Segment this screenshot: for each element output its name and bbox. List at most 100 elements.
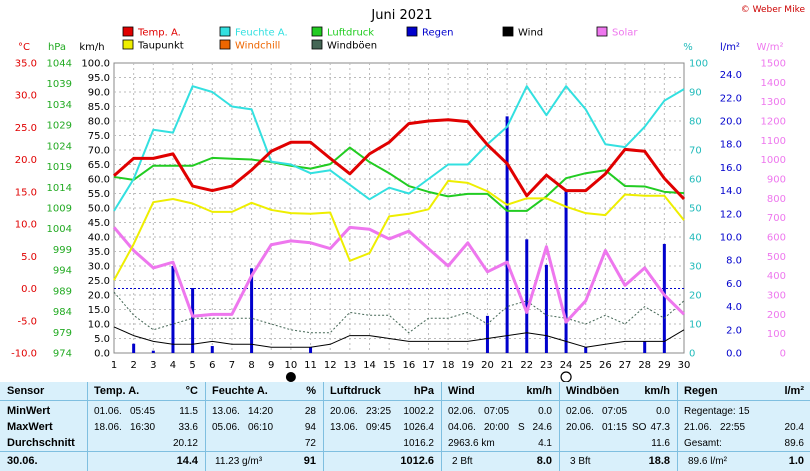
solar-tick-label: 1500 [761,59,786,70]
pressure-header: Luftdruck [330,385,381,397]
rain-bar [151,350,155,353]
gusts-max-time: 01:15 [602,422,628,433]
temp-max-time: 16:30 [130,422,156,433]
day-tick-label: 14 [363,360,376,371]
pressure-tick-label: 994 [53,266,72,277]
rain-tick-label: 2.0 [726,325,742,336]
credit-text: © Weber Mike [741,5,806,15]
day-tick-label: 3 [150,360,156,371]
legend-swatch-temp-a [122,26,134,37]
day-tick-label: 20 [481,360,494,371]
day-tick-label: 4 [170,360,176,371]
day-tick-label: 19 [461,360,474,371]
rain-max-time: 22:55 [720,422,746,433]
legend-swatch-wind [502,26,514,37]
pressure-tick-label: 979 [53,328,72,339]
humidity-tick-label: 40 [689,233,702,244]
wind-header: Wind [448,385,475,397]
rain-tick-label: 16.0 [720,163,742,174]
new-moon-icon [285,372,296,382]
wind-tick-label: 45.0 [88,218,110,229]
wind-tick-label: 40.0 [88,233,110,244]
day-tick-label: 1 [111,360,117,371]
temp-header: Temp. A. [94,385,140,397]
rain-tick-label: 24.0 [720,70,742,81]
wind-current-value: 8.0 [536,455,552,467]
rain-axis-unit: l/m² [720,42,740,53]
wind-tick-label: 50.0 [88,204,110,215]
humidity-tick-label: 50 [689,204,702,215]
temp-avg-value: 20.12 [172,438,198,449]
max-label: MaxWert [7,421,53,433]
day-tick-label: 6 [209,360,215,371]
rain-bar [564,190,568,353]
legend-label-solar: Solar [612,28,638,39]
legend-swatch-solar [596,26,608,37]
series-line-solar [112,225,686,324]
legend-label-regen: Regen [422,28,454,39]
humidity-tick-label: 90 [689,88,702,99]
pressure-tick-label: 1009 [47,204,72,215]
full-moon-icon [560,371,572,382]
pressure-tick-label: 1029 [47,121,72,132]
temp-tick-label: 0.0 [21,284,37,295]
wind-max-direction: S [518,422,525,433]
solar-axis-unit: W/m² [756,42,783,53]
temp-min-date: 01.06. [94,406,122,417]
min-label: MinWert [7,405,51,417]
humidity-tick-label: 30 [689,262,702,273]
wind-tick-label: 55.0 [88,189,110,200]
rain-tick-label: 22.0 [720,93,742,104]
sensor-header: Sensor [7,385,45,397]
legend-label-temp-a: Temp. A. [137,28,181,39]
pressure-tick-label: 1044 [47,59,72,70]
day-tick-label: 8 [248,360,254,371]
wind-tick-label: 75.0 [88,131,110,142]
wind-min-value: 0.0 [538,406,552,417]
rain-bar [309,347,313,353]
day-tick-label: 25 [579,360,592,371]
legend-swatch-feuchte-a [219,26,231,37]
wind-tick-label: 5.0 [94,334,110,345]
pressure-max-value: 1026.4 [403,422,434,433]
temp-tick-label: 20.0 [15,155,37,166]
rain-bar [250,268,254,353]
pressure-tick-label: 984 [53,307,72,318]
solar-tick-label: 1100 [761,136,786,147]
wind-unit: km/h [526,385,552,397]
temp-tick-label: -10.0 [11,349,37,360]
gusts-avg-value: 11.6 [651,438,670,449]
gusts-current-value: 18.8 [648,455,670,467]
wind-tick-label: 80.0 [88,117,110,128]
wind-axis-unit: km/h [79,42,104,53]
pressure-tick-label: 1014 [47,183,72,194]
gusts-max-direction: SO [632,422,647,433]
temp-max-date: 18.06. [94,422,122,433]
pressure-avg-value: 1016.2 [403,438,434,449]
rain-tick-label: 14.0 [720,186,742,197]
day-tick-label: 18 [442,360,455,371]
humidity-max-time: 06:10 [248,422,274,433]
series-lines [112,85,686,348]
rain-current-value: 1.0 [788,455,804,467]
temp-tick-label: 5.0 [21,252,37,263]
wind-tick-label: 100.0 [81,59,110,70]
stats-panel: Sensor MinWert MaxWert Durchschnitt 30.0… [0,382,810,471]
rain-bar [485,315,489,353]
pressure-tick-label: 1034 [47,100,72,111]
legend-label-taupunkt: Taupunkt [137,41,184,52]
day-tick-label: 10 [285,360,298,371]
gusts-unit: km/h [644,385,670,397]
rain-bar [132,343,136,353]
pressure-min-time: 23:25 [366,406,392,417]
rain-tick-label: 18.0 [720,140,742,151]
day-tick-label: 30 [678,360,691,371]
pressure-unit: hPa [413,385,434,397]
day-tick-label: 27 [619,360,632,371]
temp-tick-label: 35.0 [15,59,37,70]
gusts-max-date: 20.06. [566,422,594,433]
legend-swatch-luftdruck [311,26,323,37]
legend-label-feuchte-a: Feuchte A. [235,28,288,39]
wind-tick-label: 15.0 [88,305,110,316]
series-line-luftdruck [113,146,685,212]
